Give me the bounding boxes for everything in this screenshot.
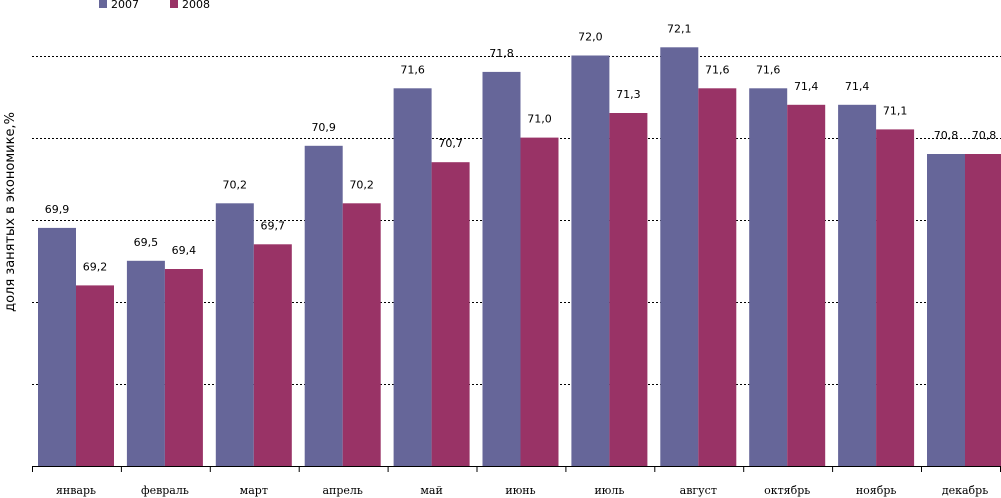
bar-2008-7 [609, 113, 648, 466]
bar-2008-6 [520, 137, 559, 466]
value-label-2007-10: 71,4 [845, 80, 870, 93]
value-label-2007-2: 69,5 [134, 236, 159, 249]
bar-2007-11 [927, 154, 965, 466]
category-label: февраль [141, 484, 189, 497]
bar-2007-6 [482, 71, 521, 467]
value-labels: 69,9 69,2 69,5 69,4 70,2 69,7 70,9 70,2 71,6 70,7… [45, 22, 997, 273]
category-label: март [240, 484, 268, 497]
category-label: ноябрь [856, 484, 897, 497]
category-label: июнь [505, 484, 535, 497]
bar-2008-10 [876, 129, 915, 466]
value-label-2008-9: 71,4 [794, 80, 819, 93]
value-label-2007-4: 70,9 [311, 121, 336, 134]
bar-2007-9 [749, 88, 788, 467]
legend: 2007 2008 [99, 0, 210, 11]
category-label: июль [594, 484, 624, 497]
bar-2008-11 [965, 154, 1001, 466]
value-label-2008-8: 71,6 [705, 63, 730, 76]
bar-2007-5 [393, 88, 432, 467]
value-label-2007-5: 71,6 [400, 63, 425, 76]
bar-2008-2 [164, 269, 203, 466]
category-label: январь [56, 484, 96, 497]
bar-2007-8 [660, 47, 699, 467]
value-label-2008-1: 69,2 [83, 260, 108, 273]
y-axis-label: доля занятых в экономике,% [3, 112, 18, 312]
bar-2007-2 [126, 260, 165, 467]
bar-2007-10 [838, 104, 877, 467]
category-labels: январь февраль март апрель май июнь июль август… [56, 484, 988, 497]
value-label-2007-1: 69,9 [45, 203, 70, 216]
bar-2008-9 [787, 104, 826, 467]
bar-2007-7 [571, 55, 610, 466]
category-label: декабрь [942, 484, 988, 497]
value-label-2008-10: 71,1 [883, 104, 908, 117]
x-ticks [32, 466, 1001, 472]
value-label-2008-7: 71,3 [616, 88, 641, 101]
category-label: апрель [322, 484, 362, 497]
value-label-2008-6: 71,0 [527, 113, 552, 126]
legend-swatch-2008 [170, 0, 178, 8]
bars [38, 47, 1001, 467]
value-label-2007-9: 71,6 [756, 63, 781, 76]
category-label: май [420, 484, 442, 497]
value-label-2007-8: 72,1 [667, 22, 692, 35]
category-label: август [680, 484, 717, 497]
value-label-2008-4: 70,2 [349, 178, 374, 191]
value-label-2008-2: 69,4 [172, 244, 197, 257]
bar-2008-8 [698, 88, 737, 467]
bar-2007-3 [215, 203, 254, 467]
legend-swatch-2007 [99, 0, 107, 8]
value-label-2007-6: 71,8 [489, 47, 514, 60]
category-label: октябрь [764, 484, 810, 497]
bar-2008-1 [76, 285, 114, 466]
value-label-2008-11: 70,8 [972, 129, 997, 142]
value-label-2008-3: 69,7 [261, 219, 286, 232]
bar-2007-1 [38, 227, 76, 466]
legend-label-2007: 2007 [111, 0, 139, 11]
bar-2008-5 [431, 162, 470, 466]
value-label-2007-11: 70,8 [934, 129, 959, 142]
legend-label-2008: 2008 [182, 0, 210, 11]
value-label-2007-7: 72,0 [578, 31, 603, 44]
bar-2008-4 [342, 203, 381, 467]
bar-2008-3 [253, 244, 292, 466]
bar-2007-4 [304, 145, 343, 467]
value-label-2007-3: 70,2 [223, 178, 248, 191]
value-label-2008-5: 70,7 [438, 137, 463, 150]
